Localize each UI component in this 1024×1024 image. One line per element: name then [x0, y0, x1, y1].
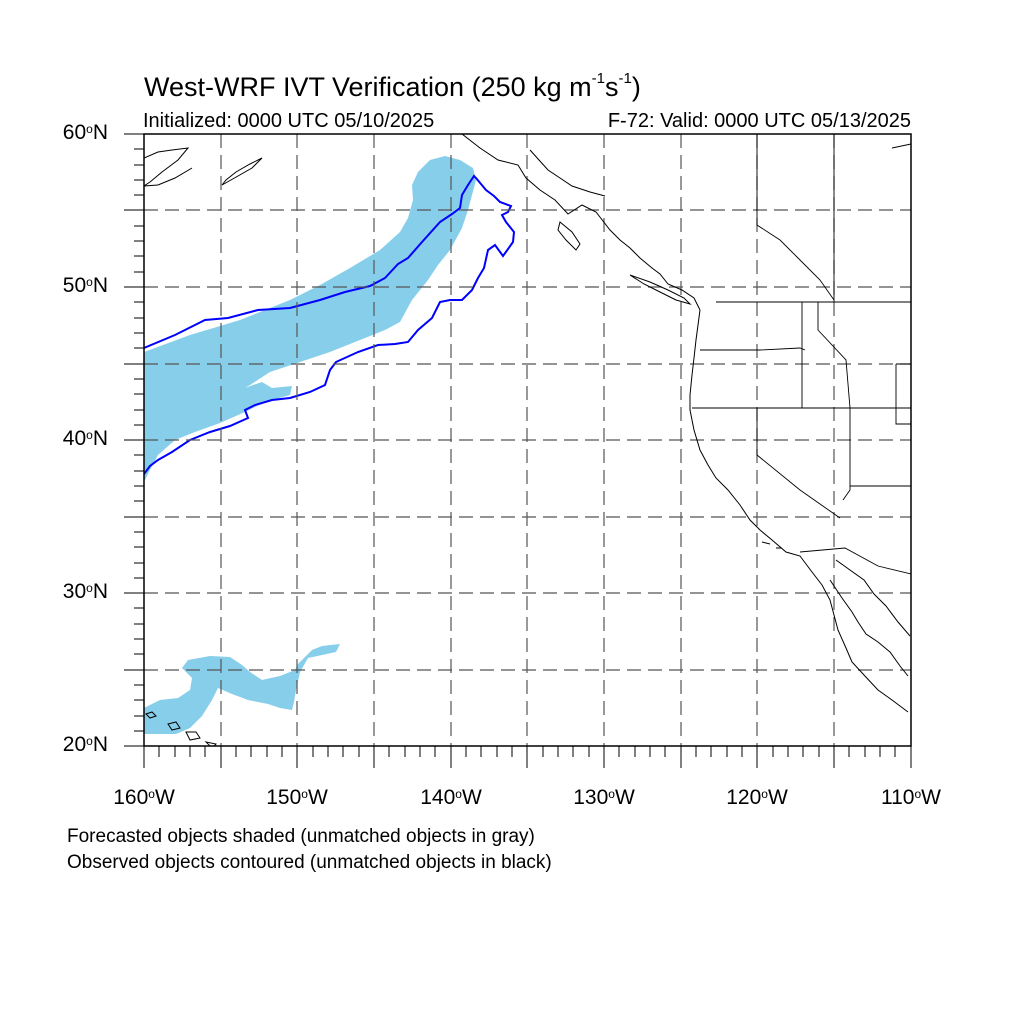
lon-label-150: 150oW: [266, 786, 328, 809]
lat-label-30: 30oN: [62, 580, 108, 603]
forecast-object-hawaii: [144, 644, 340, 734]
lat-label-60: 60oN: [62, 121, 108, 144]
map-title: West-WRF IVT Verification (250 kg m-1s-1…: [144, 70, 641, 102]
lon-label-130: 130oW: [573, 786, 635, 809]
lon-label-140: 140oW: [420, 786, 482, 809]
graticule: [144, 134, 911, 746]
observed-note: Observed objects contoured (unmatched ob…: [67, 852, 552, 873]
lat-label-40: 40oN: [62, 427, 108, 450]
lon-ticks: [143, 746, 912, 768]
lat-ticks: [124, 133, 144, 747]
observed-object-main: [144, 174, 516, 475]
coastlines: [144, 134, 911, 746]
lon-label-120: 120oW: [726, 786, 788, 809]
initialized-time: Initialized: 0000 UTC 05/10/2025: [143, 110, 435, 132]
forecast-objects: [144, 156, 476, 734]
political-borders: [692, 134, 911, 575]
forecast-note: Forecasted objects shaded (unmatched obj…: [67, 826, 535, 847]
valid-time: F-72: Valid: 0000 UTC 05/13/2025: [607, 110, 911, 132]
lon-label-110: 110oW: [881, 786, 941, 809]
lon-label-160: 160oW: [113, 786, 175, 809]
lat-label-50: 50oN: [62, 274, 108, 297]
observed-objects: [144, 174, 516, 475]
forecast-object-main: [144, 156, 476, 482]
lat-label-20: 20oN: [62, 733, 108, 756]
